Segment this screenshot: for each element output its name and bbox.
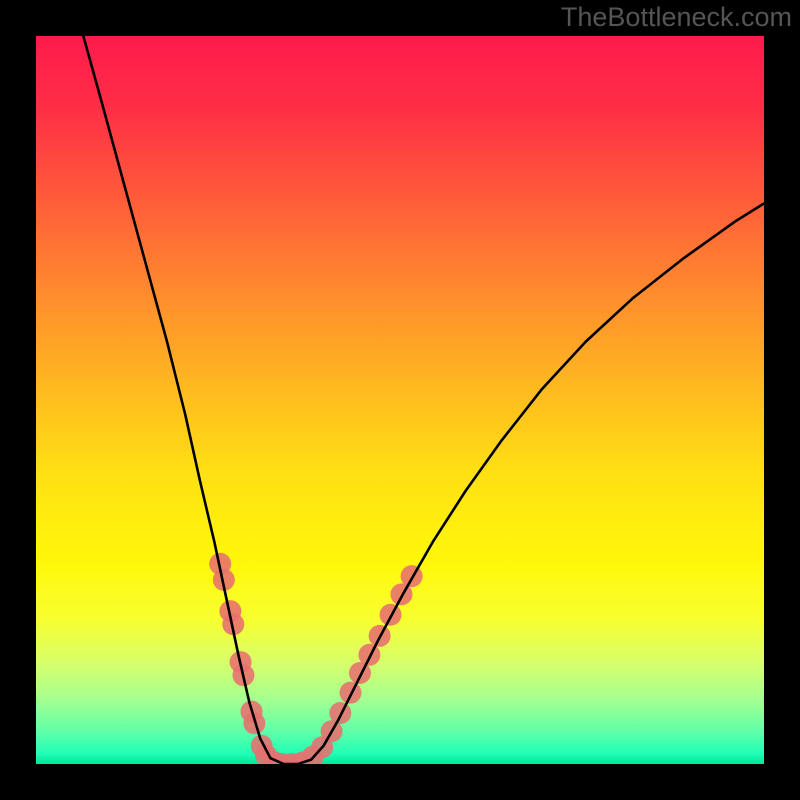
marker-point [358, 644, 380, 666]
watermark-text: TheBottleneck.com [561, 2, 792, 33]
marker-point [401, 565, 423, 587]
chart-svg [0, 0, 800, 800]
marker-point [329, 702, 351, 724]
gradient-background [36, 36, 764, 764]
chart-stage: TheBottleneck.com [0, 0, 800, 800]
